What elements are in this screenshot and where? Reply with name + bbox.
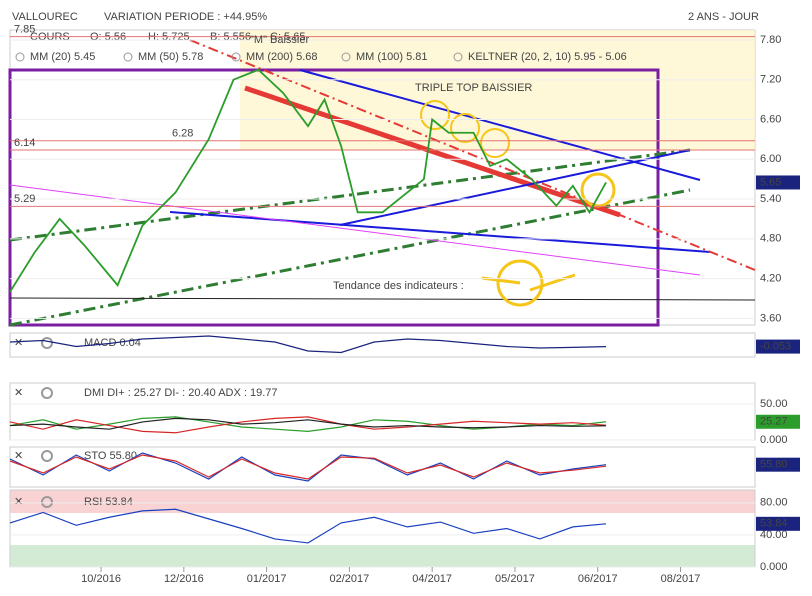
settings-icon [123,52,133,62]
overbought-zone [10,490,755,513]
settings-icon [41,496,53,508]
series-line [9,416,607,434]
last-value-label: 53.84 [760,518,788,530]
y-tick-label: 6.00 [760,153,781,165]
indicator-label: STO 55.80 [84,450,137,462]
y-tick-label: 50.00 [760,398,788,410]
variation: VARIATION PERIODE : +44.95% [104,11,267,23]
trend-line [9,188,691,327]
x-tick-label: 12/2016 [164,573,204,585]
indicator-panel [9,446,756,488]
series-line [9,454,607,480]
trend-line [299,69,701,181]
y-tick-label: 80.00 [760,497,788,509]
close-icon: ✕ [14,337,23,349]
settings-icon [341,52,351,62]
y-tick-label: 0.000 [760,434,788,446]
close-icon: ✕ [14,450,23,462]
average-label: MM (20) 5.45 [30,51,95,63]
highlight [496,259,544,307]
y-tick-label: 6.60 [760,113,781,125]
settings-icon [41,337,53,349]
indicator-panel [9,332,756,358]
last-value-box [756,516,800,531]
x-tick-label: 05/2017 [495,573,535,585]
y-tick-label: 0.000 [760,561,788,573]
settings-icon [231,52,241,62]
average-label: KELTNER (20, 2, 10) 5.95 - 5.06 [468,51,627,63]
settings-icon [41,387,53,399]
y-tick-label: 7.20 [760,74,781,86]
y-tick-label: 7.80 [760,34,781,46]
last-value-label: -0.053 [760,340,791,352]
title: VALLOUREC [12,11,78,23]
series-line [9,508,607,544]
last-value-box [756,457,800,472]
annotation: TRIPLE TOP BAISSIER [415,82,532,94]
trend-line [9,148,691,242]
x-tick-label: 01/2017 [247,573,287,585]
settings-icon [453,52,463,62]
average-label: MM (200) 5.68 [246,51,318,63]
series-line [9,452,607,482]
trend-line [244,85,621,218]
support-line [9,297,756,301]
last-value-label: 55.80 [760,459,788,471]
annotation: Tendance des indicateurs : [333,280,464,292]
close-icon: ✕ [14,387,23,399]
y-tick-label: 4.80 [760,233,781,245]
highlight [420,100,450,130]
level-label: 6.28 [172,128,193,140]
x-tick-label: 06/2017 [578,573,618,585]
average-label: MM (50) 5.78 [138,51,203,63]
last-value-box [756,175,800,190]
last-value-label: 25.27 [760,416,788,428]
trend-line [9,184,701,276]
y-tick-label: 4.20 [760,273,781,285]
highlight [480,128,510,158]
indicator-label: DMI DI+ : 25.27 DI- : 20.40 ADX : 19.77 [84,387,278,399]
series-line [9,417,607,430]
last-value-box [756,339,800,354]
trend-line [189,39,756,271]
trend-line [169,211,711,253]
y-tick-label: 3.60 [760,312,781,324]
arrow [529,273,576,292]
annotation: "M" Baissier [250,34,309,46]
x-tick-label: 10/2016 [81,573,121,585]
level-label: 7.85 [14,24,35,36]
x-tick-label: 08/2017 [661,573,701,585]
series-line [9,335,607,354]
zone [240,30,755,150]
highlight [450,113,480,143]
settings-icon [15,52,25,62]
x-tick-label: 02/2017 [330,573,370,585]
last-value-box [756,414,800,429]
settings-icon [41,450,53,462]
close-icon: ✕ [14,496,23,508]
indicator-label: RSI 53.84 [84,496,133,508]
level-label: 6.14 [14,137,35,149]
y-tick-label: 5.40 [760,193,781,205]
y-tick-label: 40.00 [760,529,788,541]
oversold-zone [10,545,755,567]
level-label: 5.29 [14,193,35,205]
x-tick-label: 04/2017 [412,573,452,585]
series-line [9,68,607,293]
period: 2 ANS - JOUR [688,11,759,23]
average-label: MM (100) 5.81 [356,51,428,63]
trend-line [339,149,691,226]
last-value-label: 5.65 [760,176,781,188]
